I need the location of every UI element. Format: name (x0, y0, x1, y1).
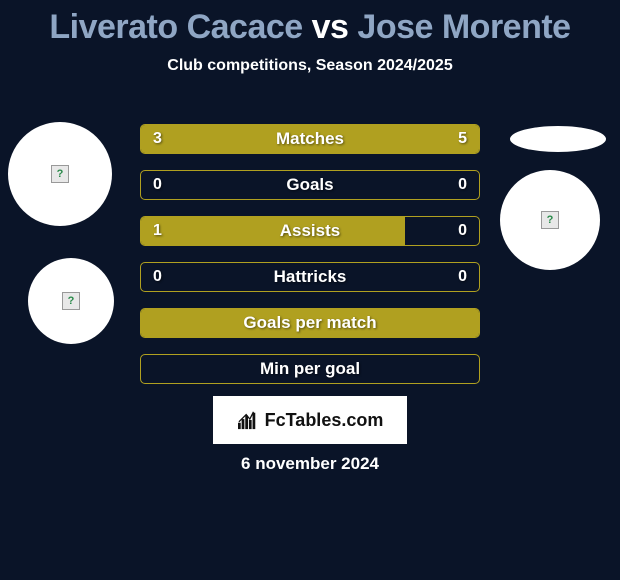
comparison-title: Liverato Cacace vs Jose Morente (0, 0, 620, 47)
fctables-icon (237, 410, 259, 430)
player1-avatar-large (8, 122, 112, 226)
player2-club-avatar (500, 170, 600, 270)
stat-row: Goals per match (140, 308, 480, 338)
vs-text: vs (312, 8, 349, 46)
stat-row: Min per goal (140, 354, 480, 384)
site-logo: FcTables.com (213, 396, 407, 444)
stat-row: 35Matches (140, 124, 480, 154)
stat-label: Assists (141, 217, 479, 245)
player2-avatar-oval (510, 126, 606, 152)
stat-label: Goals per match (141, 309, 479, 337)
player2-name: Jose Morente (357, 8, 570, 46)
stat-row: 00Hattricks (140, 262, 480, 292)
stat-row: 10Assists (140, 216, 480, 246)
player1-club-avatar (28, 258, 114, 344)
date-label: 6 november 2024 (0, 454, 620, 474)
stat-label: Min per goal (141, 355, 479, 383)
stat-label: Matches (141, 125, 479, 153)
broken-image-icon (62, 292, 80, 310)
broken-image-icon (51, 165, 69, 183)
broken-image-icon (541, 211, 559, 229)
stat-label: Goals (141, 171, 479, 199)
subtitle: Club competitions, Season 2024/2025 (0, 57, 620, 75)
player1-name: Liverato Cacace (49, 8, 302, 46)
stats-bars: 35Matches 00Goals 10Assists 00Hattricks Goal… (140, 124, 480, 400)
stat-row: 00Goals (140, 170, 480, 200)
stat-label: Hattricks (141, 263, 479, 291)
logo-text: FcTables.com (265, 410, 384, 431)
